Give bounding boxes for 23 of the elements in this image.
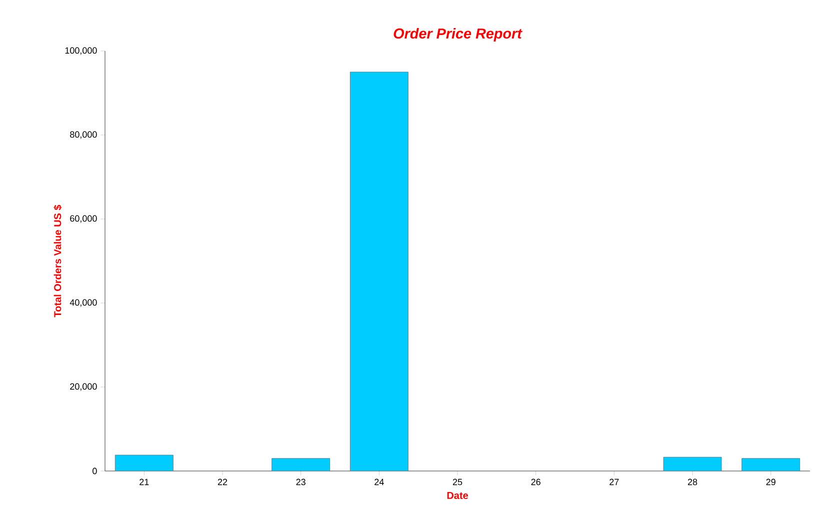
y-axis-title: Total Orders Value US $ <box>54 204 62 318</box>
bar <box>114 454 174 471</box>
y-tick-label: 20,000 <box>70 383 97 391</box>
x-tick-label: 22 <box>218 478 228 486</box>
x-axis-title: Date <box>447 492 468 500</box>
y-tick-label: 60,000 <box>70 215 97 223</box>
x-tick-label: 25 <box>452 478 462 486</box>
x-tick-label: 26 <box>531 478 540 486</box>
x-tick-label: 29 <box>766 478 776 486</box>
bar <box>742 458 800 471</box>
x-tick-label: 23 <box>296 478 306 486</box>
x-tick-label: 27 <box>610 478 619 486</box>
x-tick-label: 28 <box>688 478 698 486</box>
y-tick-label: 0 <box>92 468 97 474</box>
x-tick-label: 21 <box>140 478 149 486</box>
bar <box>664 457 722 471</box>
x-tick-label: 24 <box>374 478 384 486</box>
y-tick-label: 80,000 <box>70 131 97 139</box>
bar <box>350 72 408 471</box>
chart-title: Order Price Report <box>394 28 522 42</box>
y-tick-label: 100,000 <box>65 47 97 55</box>
bar <box>272 458 330 471</box>
y-tick-label: 40,000 <box>70 299 97 307</box>
